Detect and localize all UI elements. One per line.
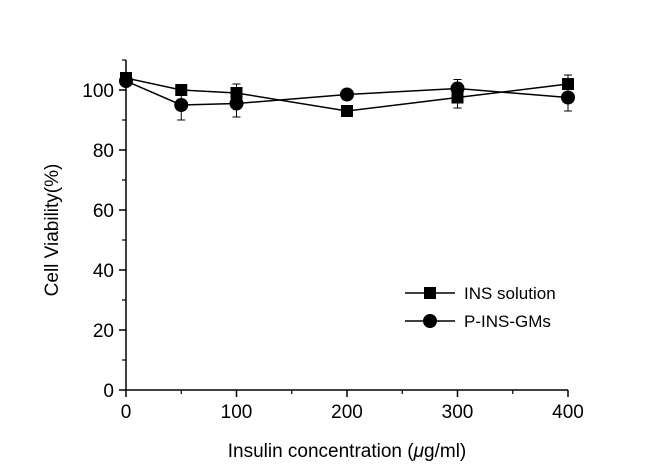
y-axis-title: Cell Viability(%) [42, 164, 63, 297]
x-tick-label: 400 [552, 402, 584, 423]
data-point [119, 74, 133, 88]
data-point [229, 96, 244, 111]
x-axis-title-prefix: Insulin concentration ( [228, 441, 415, 462]
legend-item: INS solution [405, 284, 556, 303]
x-tick-label: 300 [442, 402, 474, 423]
legend: INS solution P-INS-GMs [405, 284, 556, 331]
legend-marker [423, 314, 437, 328]
x-tick-label: 200 [331, 402, 363, 423]
y-tick-label: 0 [103, 381, 114, 402]
y-tick-label: 20 [93, 321, 114, 342]
y-tick-label: 80 [93, 141, 114, 162]
series-2 [119, 74, 575, 121]
y-tick-label: 40 [93, 261, 114, 282]
x-axis-title-mu: μ [413, 441, 425, 462]
series-layer [119, 72, 575, 121]
series-line [125, 80, 569, 106]
x-tick-label: 0 [121, 402, 132, 423]
legend-label: P-INS-GMs [464, 312, 551, 331]
x-axis-title-suffix: g/ml) [424, 441, 466, 462]
legend-label: INS solution [464, 284, 556, 303]
ticks: 0 100 200 300 400 0 20 40 60 80 100 [82, 59, 584, 423]
legend-item: P-INS-GMs [405, 312, 551, 331]
data-point [561, 90, 575, 105]
data-point [450, 81, 465, 96]
y-tick-label: 100 [82, 81, 114, 102]
data-point [340, 87, 354, 102]
y-tick-label: 60 [93, 201, 114, 222]
legend-marker [424, 287, 436, 299]
data-point [174, 98, 189, 112]
x-tick-label: 100 [221, 402, 253, 423]
data-point [341, 105, 353, 117]
x-axis-title: Insulin concentration (μg/ml) [228, 441, 467, 462]
series-line [125, 77, 569, 112]
